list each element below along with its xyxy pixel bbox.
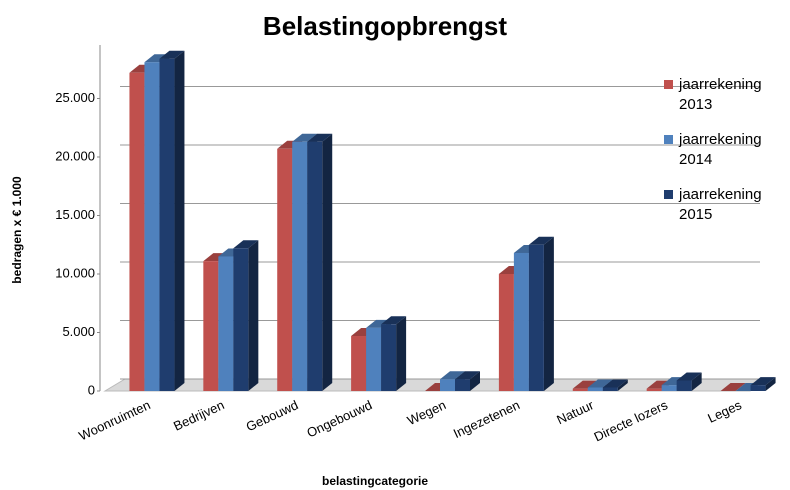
x-tick-label: Gebouwd [244,397,301,434]
legend-item: jaarrekening 2014 [664,131,762,168]
y-tick-label: 0 [88,382,95,397]
y-tick-label: 25.000 [55,90,95,105]
bar-top [572,380,598,389]
bar [455,379,470,391]
bar-top [602,379,628,388]
x-tick-label: Woonruimten [76,397,152,443]
bar [351,336,367,391]
y-tick-label: 10.000 [55,265,95,280]
bar [307,141,323,391]
y-tick-label: 15.000 [55,207,95,222]
y-tick-label: 20.000 [55,148,95,163]
bar-top [676,372,702,381]
bar-top [307,133,333,142]
x-tick-label: Ongebouwd [304,397,374,440]
bar [572,388,588,391]
bar [646,388,662,391]
y-axis-label: bedragen x € 1.000 [10,176,24,284]
bar [381,324,397,391]
bar [277,148,293,391]
legend-swatch [664,135,673,144]
x-tick-label: Natuur [554,397,596,427]
bar [203,261,219,391]
bar [513,252,529,391]
chart-title: Belastingopbrengst [263,11,507,41]
bar-side [543,236,554,391]
bar [233,248,249,391]
bar-side [691,372,702,391]
bar-top [750,377,776,386]
bar-top [381,316,407,325]
bar [292,141,308,391]
bar-top [455,371,480,380]
bar [587,387,603,391]
legend-item: jaarrekening 2015 [664,186,762,223]
bar [661,385,677,391]
legend-swatch [664,80,673,89]
legend-swatch [664,190,673,199]
bar [498,274,514,391]
bar [218,256,234,391]
bar-side [470,371,480,391]
bar [129,72,145,391]
bar [366,327,382,391]
bar [440,379,455,391]
bar-side [322,133,333,392]
bar-side [248,240,259,391]
bar-top [587,379,613,388]
bar-side [765,377,776,391]
x-axis-label: belastingcategorie [322,474,428,488]
bar-top [440,371,465,380]
x-tick-label: Wegen [405,397,448,428]
bar-top [233,240,259,249]
legend-label: jaarrekening 2015 [678,186,762,223]
bar-top [292,133,318,142]
bar [750,385,766,391]
legend-item: jaarrekening 2013 [664,76,762,113]
bar-top [720,383,746,391]
bar-top [159,50,185,59]
bar [144,62,160,391]
bar-side [396,316,407,391]
bar [676,380,692,391]
legend-label: jaarrekening 2014 [678,131,762,168]
bar-side [174,50,185,391]
bar [602,387,618,391]
bar-side [617,379,628,391]
x-tick-label: Leges [705,397,744,426]
x-tick-label: Ingezetenen [451,397,522,441]
y-tick-label: 5.000 [62,324,95,339]
x-tick-label: Directe lozers [592,397,671,444]
bar [528,244,544,391]
x-tick-label: Bedrijven [171,397,226,434]
legend-label: jaarrekening 2013 [678,76,762,113]
bar [159,58,175,391]
bar-top [528,236,554,245]
